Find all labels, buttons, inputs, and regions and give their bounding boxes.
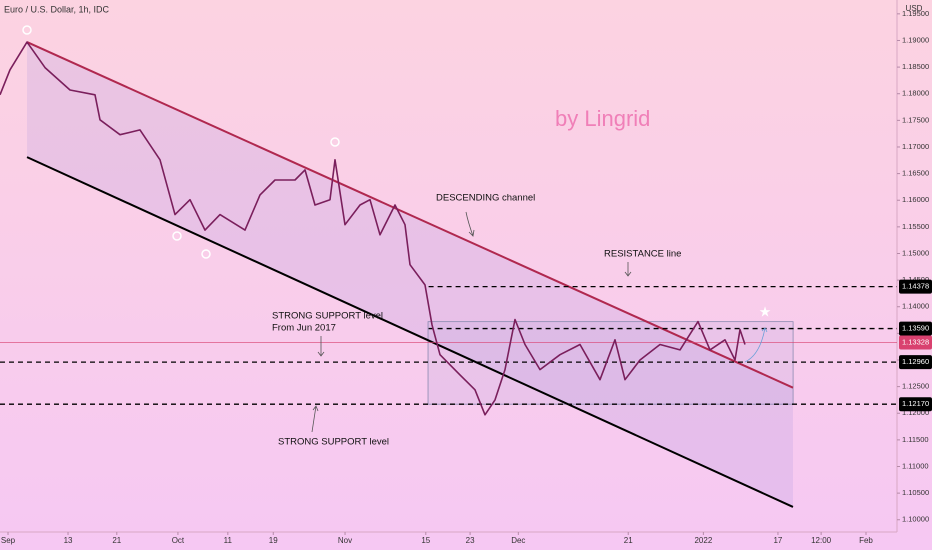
range-box [427, 321, 794, 405]
annotation: DESCENDING channel [436, 193, 535, 204]
marker [201, 249, 211, 259]
annotation: From Jun 2017 [272, 323, 336, 334]
channel-line [26, 156, 794, 508]
annotation: STRONG SUPPORT level [272, 311, 383, 322]
x-tick-label: 23 [466, 536, 475, 545]
y-tick-label: 1.15500 [902, 222, 929, 231]
annotation: STRONG SUPPORT level [278, 437, 389, 448]
arrows [311, 211, 768, 433]
marker [22, 25, 32, 35]
y-tick-label: 1.12500 [902, 382, 929, 391]
x-tick-label: 13 [64, 536, 73, 545]
level-label-box [899, 397, 932, 412]
x-tick-label: 21 [624, 536, 633, 545]
y-tick-label: 1.16500 [902, 169, 929, 178]
projection-arrow [744, 327, 768, 363]
y-tick-label: 1.18500 [902, 62, 929, 71]
y-tick-label: 1.17000 [902, 142, 929, 151]
y-tick-label: 1.15000 [902, 248, 929, 257]
annotation: RESISTANCE line [604, 249, 681, 260]
x-tick-label: Sep [1, 536, 16, 545]
x-tick-label: 11 [224, 536, 233, 545]
x-tick-label: Oct [172, 536, 185, 545]
arrow [624, 262, 632, 277]
y-tick-label: 1.10500 [902, 488, 929, 497]
star-icon: ★ [759, 304, 772, 320]
arrow [465, 211, 475, 237]
x-tick-label: 17 [773, 536, 782, 545]
y-tick-label: 1.12000 [902, 408, 929, 417]
y-tick-label: 1.11000 [902, 461, 929, 470]
level-label-box [899, 321, 932, 336]
markers [22, 25, 340, 259]
level-label: 1.13328 [902, 338, 929, 347]
y-tick-label: 1.11500 [902, 435, 929, 444]
level-label-box [899, 279, 932, 294]
level-label: 1.12960 [902, 357, 929, 366]
x-tick-label: 2022 [694, 536, 712, 545]
arrow [317, 336, 325, 357]
x-tick-label: 15 [421, 536, 430, 545]
watermark: by Lingrid [555, 106, 650, 131]
x-tick-label: Nov [338, 536, 352, 545]
channel-fill [27, 42, 793, 507]
marker [172, 231, 182, 241]
channel-line [26, 41, 794, 389]
y-tick-label: 1.17500 [902, 115, 929, 124]
y-tick-label: 1.19500 [902, 9, 929, 18]
y-tick-label: 1.14000 [902, 302, 929, 311]
x-tick-label: Feb [859, 536, 873, 545]
chart-title: Euro / U.S. Dollar, 1h, IDC [4, 4, 110, 14]
arrow [311, 405, 319, 433]
y-tick-label: 1.14500 [902, 275, 929, 284]
level-label: 1.14378 [902, 282, 929, 291]
y-tick-label: 1.10000 [902, 515, 929, 524]
y-tick-label: 1.16000 [902, 195, 929, 204]
y-axis-label: USD [906, 4, 923, 13]
x-tick-label: 19 [269, 536, 278, 545]
level-label: 1.12170 [902, 399, 929, 408]
level-label-box [899, 355, 932, 370]
y-tick-label: 1.18000 [902, 89, 929, 98]
price-line [0, 41, 746, 416]
level-label: 1.13590 [902, 324, 929, 333]
y-tick-label: 1.19000 [902, 35, 929, 44]
level-label-box [899, 335, 932, 350]
x-tick-label: 21 [112, 536, 121, 545]
marker [330, 137, 340, 147]
x-tick-label: 12:00 [811, 536, 832, 545]
x-tick-label: Dec [511, 536, 525, 545]
